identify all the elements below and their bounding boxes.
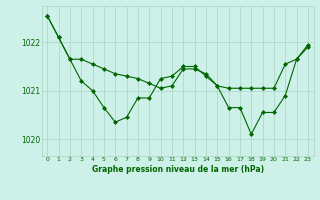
X-axis label: Graphe pression niveau de la mer (hPa): Graphe pression niveau de la mer (hPa) [92,165,264,174]
